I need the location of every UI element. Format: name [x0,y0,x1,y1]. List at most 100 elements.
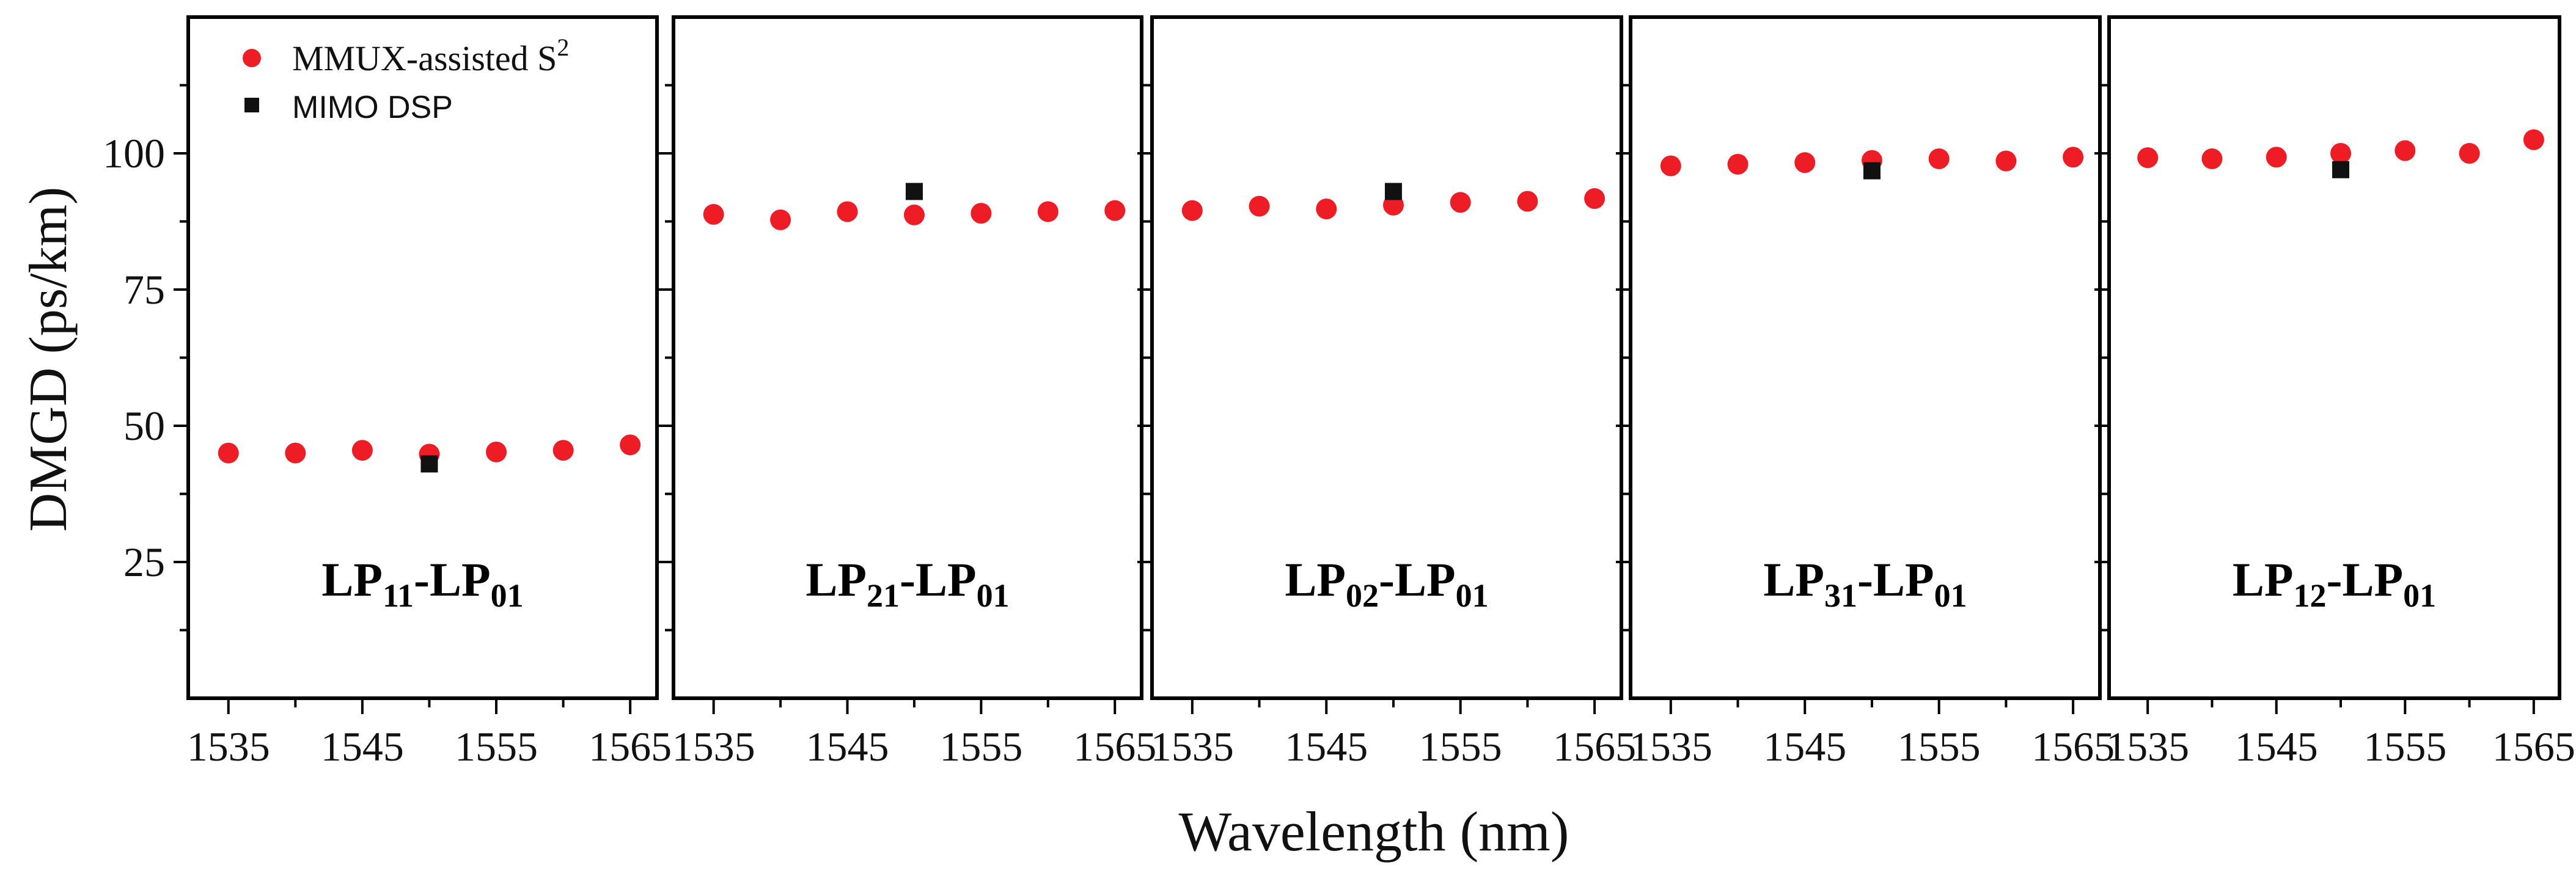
point-mmux-s2-1535 [218,442,239,464]
point-mimo-dsp-1550 [1384,183,1402,200]
point-mmux-s2-1540 [285,442,306,464]
panel-mode-label: LP02-LP01 [1285,553,1488,614]
panel-mode-label: LP11-LP01 [321,553,523,614]
x-tick-label: 1545 [1285,723,1368,770]
point-mmux-s2-1555 [971,203,992,224]
x-tick-label: 1565 [2031,723,2115,770]
x-tick-label: 1545 [2235,723,2318,770]
point-mmux-s2-1560 [1517,191,1538,212]
point-mmux-s2-1550 [2330,143,2352,164]
x-axis-title: Wavelength (nm) [1179,800,1569,863]
point-mmux-s2-1545 [351,440,373,461]
x-tick-label: 1555 [455,723,538,770]
y-tick-label: 100 [103,130,165,177]
y-axis-title: DMGD (ps/km) [19,187,78,532]
point-mmux-s2-1560 [1995,150,2017,172]
point-mimo-dsp-1550 [1863,162,1881,180]
x-tick-label: 1535 [2106,723,2189,770]
point-mmux-s2-1560 [1037,201,1059,222]
legend-s2-sup: 2 [557,34,569,61]
panel-label-dash: -LP [1379,553,1456,606]
panel-3: 1535 1545 1555 1565 LP02-LP01 [1137,15,1636,770]
point-mmux-s2-1560 [552,440,574,461]
panel-1: 1535 1545 1555 1565 25 50 75 100 LP11-LP01 [103,15,672,770]
point-mmux-s2-1535 [1660,155,1681,177]
point-mmux-s2-1555 [486,441,507,462]
legend-s2-marker [243,49,261,67]
y-tick-label: 50 [123,403,165,449]
point-mmux-s2-1540 [2201,148,2223,169]
x-tick-label: 1535 [672,723,755,770]
legend-s2-text: MMUX-assisted S [292,38,557,78]
x-tick-label: 1535 [187,723,270,770]
legend-mimo-marker [244,98,259,112]
panel-label-sub2: 01 [977,577,1010,614]
point-mmux-s2-1565 [2523,129,2544,150]
panel-mode-label: LP21-LP01 [805,553,1009,614]
panel-4: 1535 1545 1555 1565 LP31-LP01 [1616,15,2115,770]
point-mmux-s2-1550 [903,204,925,225]
panel-label-sub1: 21 [867,577,900,614]
panel-label-sub2: 01 [1456,577,1489,614]
legend-s2-label: MMUX-assisted S2 [292,34,569,78]
x-tick-label: 1565 [1073,723,1156,770]
point-mmux-s2-1565 [2063,147,2084,168]
x-tick-label: 1535 [1151,723,1234,770]
panel-label-sub1: 31 [1824,577,1857,614]
panel-mode-label: LP31-LP01 [1763,553,1967,614]
point-mmux-s2-1545 [1794,152,1816,173]
y-tick-label: 25 [123,539,165,585]
point-mmux-s2-1555 [1928,148,1950,169]
point-mmux-s2-1565 [620,434,641,456]
legend: MMUX-assisted S2 MIMO DSP [243,34,569,125]
point-mmux-s2-1535 [2137,147,2159,169]
panel-label-sub1: 12 [2294,577,2327,614]
panel-label-dash: -LP [900,553,977,606]
y-tick-label: 75 [123,266,165,313]
point-mmux-s2-1565 [1104,200,1126,221]
point-mmux-s2-1535 [703,203,724,225]
panel-label-main: LP [805,553,867,606]
x-tick-label: 1555 [1898,723,1981,770]
point-mimo-dsp-1550 [2332,161,2350,178]
panel-label-sub2: 01 [2403,577,2436,614]
x-tick-label: 1565 [589,723,672,770]
panel-label-main: LP [1285,553,1346,606]
point-mimo-dsp-1550 [420,455,438,473]
point-mmux-s2-1565 [1584,188,1605,210]
point-mmux-s2-1535 [1181,200,1203,221]
panel-mode-label: LP12-LP01 [2233,553,2436,614]
point-mmux-s2-1560 [2459,143,2480,164]
panel-label-main: LP [321,553,383,606]
x-tick-label: 1545 [1763,723,1846,770]
point-mmux-s2-1545 [837,201,858,222]
x-tick-label: 1555 [2363,723,2446,770]
x-tick-label: 1565 [1553,723,1636,770]
panel-5: 1535 1545 1555 1565 LP12-LP01 [2094,15,2575,770]
point-mmux-s2-1555 [2394,140,2416,161]
point-mmux-s2-1540 [1727,153,1749,175]
legend-mimo-label: MIMO DSP [292,90,453,125]
x-tick-label: 1545 [321,723,404,770]
panel-2: 1535 1545 1555 1565 LP21-LP01 [659,15,1156,770]
x-tick-label: 1565 [2492,723,2575,770]
panel-label-main: LP [1763,553,1824,606]
panel-label-sub1: 11 [383,577,414,614]
x-tick-label: 1545 [806,723,889,770]
x-tick-label: 1535 [1629,723,1712,770]
panel-label-sub2: 01 [491,577,524,614]
point-mmux-s2-1540 [770,209,791,230]
point-mimo-dsp-1550 [905,183,923,200]
point-mmux-s2-1555 [1450,192,1471,213]
panel-label-main: LP [2233,553,2294,606]
point-mmux-s2-1545 [2266,147,2287,168]
panel-label-dash: -LP [2327,553,2404,606]
panel-label-sub2: 01 [1934,577,1967,614]
panel-label-dash: -LP [1857,553,1934,606]
panel-label-dash: -LP [414,553,491,606]
x-tick-label: 1555 [1419,723,1502,770]
point-mmux-s2-1540 [1249,195,1270,217]
x-tick-label: 1555 [939,723,1022,770]
point-mmux-s2-1545 [1316,198,1337,219]
